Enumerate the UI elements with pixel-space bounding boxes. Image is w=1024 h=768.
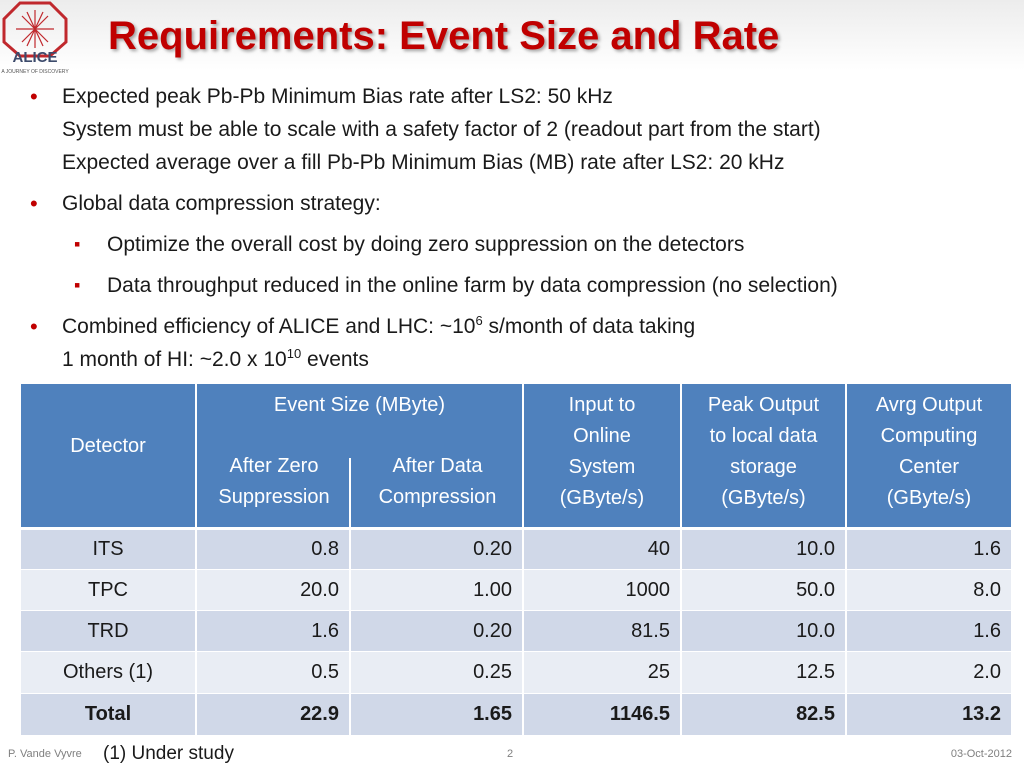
table-cell: 0.20 — [351, 611, 522, 651]
table-cell: 0.5 — [197, 652, 349, 693]
text: Combined efficiency of ALICE and LHC: ~1… — [62, 315, 476, 338]
table-cell: 10.0 — [682, 611, 845, 651]
sub-bullet: Data throughput reduced in the online fa… — [0, 269, 1024, 302]
header-line: System — [568, 456, 636, 478]
bullet-line: 1 month of HI: ~2.0 x 1010 events — [62, 343, 1024, 376]
sub-header: After Data Compression — [351, 451, 524, 513]
table-cell: 12.5 — [682, 652, 845, 693]
table-cell: 50.0 — [682, 570, 845, 610]
text: 1 month of HI: ~2.0 x 10 — [62, 348, 287, 371]
bullet: Global data compression strategy: — [0, 187, 1024, 220]
table-cell: 40 — [524, 530, 680, 569]
table-cell: 25 — [524, 652, 680, 693]
page-number: 2 — [507, 748, 514, 760]
bullet-line: System must be able to scale with a safe… — [62, 113, 1024, 146]
table-cell: 8.0 — [847, 570, 1011, 610]
header-line: Compression — [378, 486, 497, 508]
header-line: to local data — [709, 425, 818, 447]
logo-name: ALICE — [13, 49, 58, 66]
table-cell: 1000 — [524, 570, 680, 610]
bullet-line: Global data compression strategy: — [62, 187, 1024, 220]
logo: ALICE A JOURNEY OF DISCOVERY — [1, 1, 69, 75]
header-line: storage — [730, 456, 797, 478]
table-cell: 10.0 — [682, 530, 845, 569]
bullet: Combined efficiency of ALICE and LHC: ~1… — [0, 310, 1024, 376]
text: Expected peak Pb-Pb Minimum Bias rate af… — [62, 85, 613, 108]
sub-bullet: Optimize the overall cost by doing zero … — [0, 228, 1024, 261]
header-divider — [349, 458, 351, 527]
text: s/month of data taking — [482, 315, 696, 338]
logo-tagline: A JOURNEY OF DISCOVERY — [1, 69, 69, 75]
text: System must be able to scale with a safe… — [62, 118, 821, 141]
bullet: Expected peak Pb-Pb Minimum Bias rate af… — [0, 80, 1024, 179]
header-line: (GByte/s) — [721, 487, 806, 509]
header-line: After Zero — [229, 455, 319, 477]
footer-date: 03-Oct-2012 — [950, 748, 1012, 760]
bullet-list: Expected peak Pb-Pb Minimum Bias rate af… — [0, 80, 1024, 384]
header-line: Center — [898, 456, 960, 478]
row-label: TRD — [21, 611, 195, 651]
text: Global data compression strategy: — [62, 192, 381, 215]
header-line: Peak Output — [707, 394, 820, 416]
header-cell: Input to Online System (GByte/s) — [524, 384, 680, 527]
header-cell: Detector — [21, 384, 195, 527]
superscript: 10 — [286, 346, 302, 361]
row-label: ITS — [21, 530, 195, 569]
table-cell: 22.9 — [197, 694, 349, 735]
table-cell: 1.6 — [197, 611, 349, 651]
header-cell: Avrg Output Computing Center (GByte/s) — [847, 384, 1011, 527]
row-label: TPC — [21, 570, 195, 610]
header-text: Event Size (MByte) — [273, 394, 446, 416]
sub-header: After Zero Suppression — [197, 451, 351, 513]
slide-title: Requirements: Event Size and Rate — [108, 14, 780, 58]
table-cell: 1146.5 — [524, 694, 680, 735]
footnote: (1) Under study — [103, 743, 234, 764]
header-line: Input to — [568, 394, 636, 416]
header-cell: Peak Output to local data storage (GByte/s) — [682, 384, 845, 527]
table-cell: 2.0 — [847, 652, 1011, 693]
table-cell: 0.20 — [351, 530, 522, 569]
header-line: Avrg Output — [875, 394, 983, 416]
superscript: 6 — [475, 313, 483, 328]
table-cell: 81.5 — [524, 611, 680, 651]
table-cell: 1.00 — [351, 570, 522, 610]
header-line: Computing — [880, 425, 978, 447]
text: Expected average over a fill Pb-Pb Minim… — [62, 151, 785, 174]
header-line: (GByte/s) — [559, 487, 645, 509]
table-cell: 0.25 — [351, 652, 522, 693]
header-cell: Event Size (MByte) After Zero Suppression A… — [197, 384, 522, 527]
header-line: After Data — [392, 455, 483, 477]
row-label: Others (1) — [21, 652, 195, 693]
table-cell: 1.65 — [351, 694, 522, 735]
header-line: Online — [573, 425, 631, 447]
bullet-line: Combined efficiency of ALICE and LHC: ~1… — [62, 310, 1024, 343]
table-cell: 0.8 — [197, 530, 349, 569]
table-cell: 1.6 — [847, 530, 1011, 569]
header-line: (GByte/s) — [886, 487, 972, 509]
bullet-line: Expected peak Pb-Pb Minimum Bias rate af… — [62, 80, 1024, 113]
logo-burst — [16, 10, 54, 48]
logo-frame — [2, 1, 68, 58]
row-label: Total — [21, 694, 195, 735]
header-line: Suppression — [218, 486, 330, 508]
table-cell: 82.5 — [682, 694, 845, 735]
table-cell: 20.0 — [197, 570, 349, 610]
footer-author: P. Vande Vyvre — [8, 748, 82, 760]
text: events — [301, 348, 369, 371]
bullet-line: Expected average over a fill Pb-Pb Minim… — [62, 146, 1024, 179]
table-cell: 1.6 — [847, 611, 1011, 651]
table-cell: 13.2 — [847, 694, 1011, 735]
